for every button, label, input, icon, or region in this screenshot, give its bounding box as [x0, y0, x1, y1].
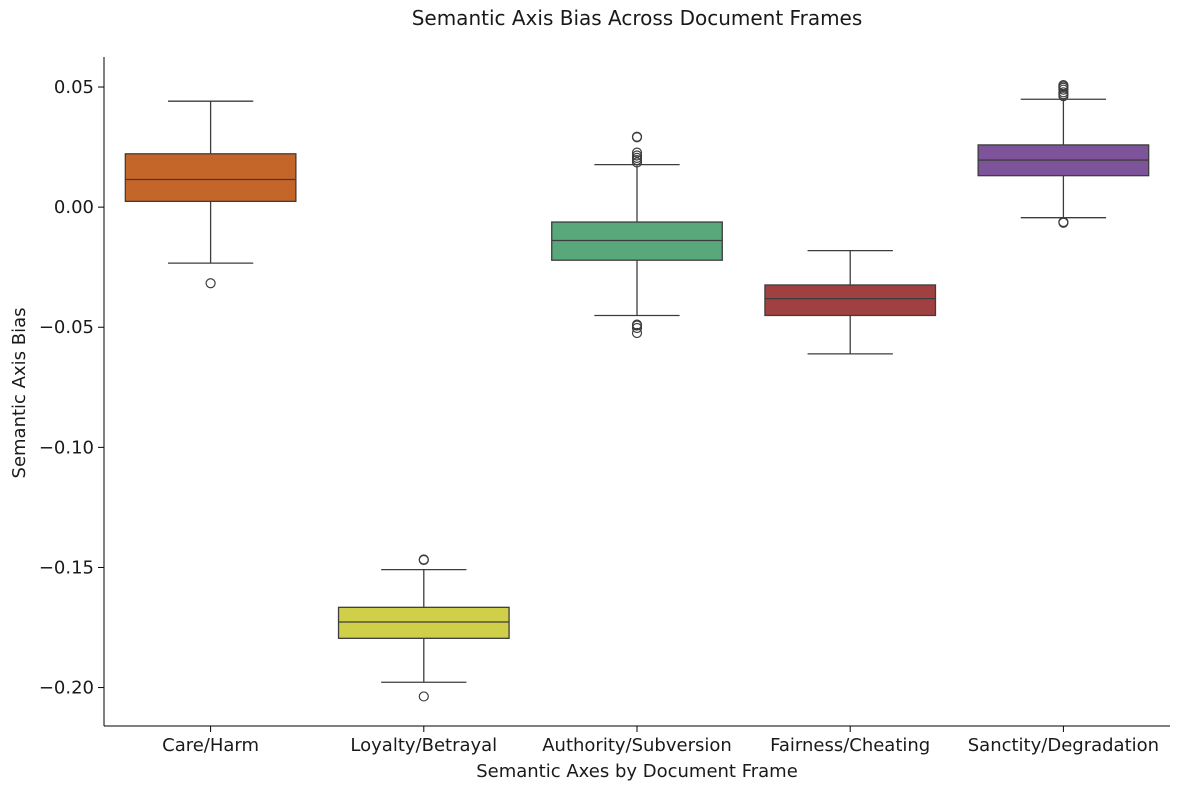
outlier-point — [1058, 91, 1069, 102]
box-body — [337, 606, 510, 639]
x-tick-label: Fairness/Cheating — [770, 735, 930, 756]
outlier-point — [1058, 217, 1069, 228]
outlier-point — [631, 322, 643, 334]
x-tick-label: Authority/Subversion — [542, 735, 732, 756]
outlier-point — [418, 554, 429, 565]
outlier-point — [631, 154, 643, 166]
y-tick-label: −0.10 — [39, 437, 94, 458]
outlier-point — [631, 132, 643, 143]
box-body — [764, 284, 937, 317]
outlier-point — [631, 327, 643, 339]
y-tick-label: −0.05 — [39, 317, 94, 338]
outlier-point — [1058, 84, 1069, 95]
box-group — [551, 131, 723, 339]
y-tick-label: 0.05 — [54, 77, 94, 98]
x-tick-label: Sanctity/Degradation — [968, 735, 1159, 756]
y-axis-label: Semantic Axis Bias — [9, 308, 30, 479]
outlier-point — [631, 320, 643, 331]
box-group — [124, 100, 297, 289]
box-group — [764, 249, 937, 355]
outlier-point — [631, 150, 643, 161]
y-tick-label: −0.15 — [39, 557, 94, 578]
boxes-layer — [124, 80, 1150, 702]
chart-title: Semantic Axis Bias Across Document Frame… — [412, 6, 863, 30]
axes: 0.05 0.00 −0.05 −0.10 −0.15 −0.20 Care/Harm Loy… — [39, 57, 1170, 756]
outlier-point — [418, 691, 429, 702]
y-tick-label: 0.00 — [54, 197, 94, 218]
outlier-point — [205, 278, 216, 289]
outlier-point — [631, 147, 643, 158]
x-tick-label: Loyalty/Betrayal — [350, 735, 497, 756]
box-body — [124, 153, 297, 203]
x-tick-label: Care/Harm — [162, 735, 259, 756]
y-tick-label: −0.20 — [39, 678, 94, 699]
box-group — [977, 80, 1150, 228]
outlier-point — [631, 157, 643, 168]
box-group — [337, 554, 510, 702]
x-axis-label: Semantic Axes by Document Frame — [476, 761, 798, 782]
